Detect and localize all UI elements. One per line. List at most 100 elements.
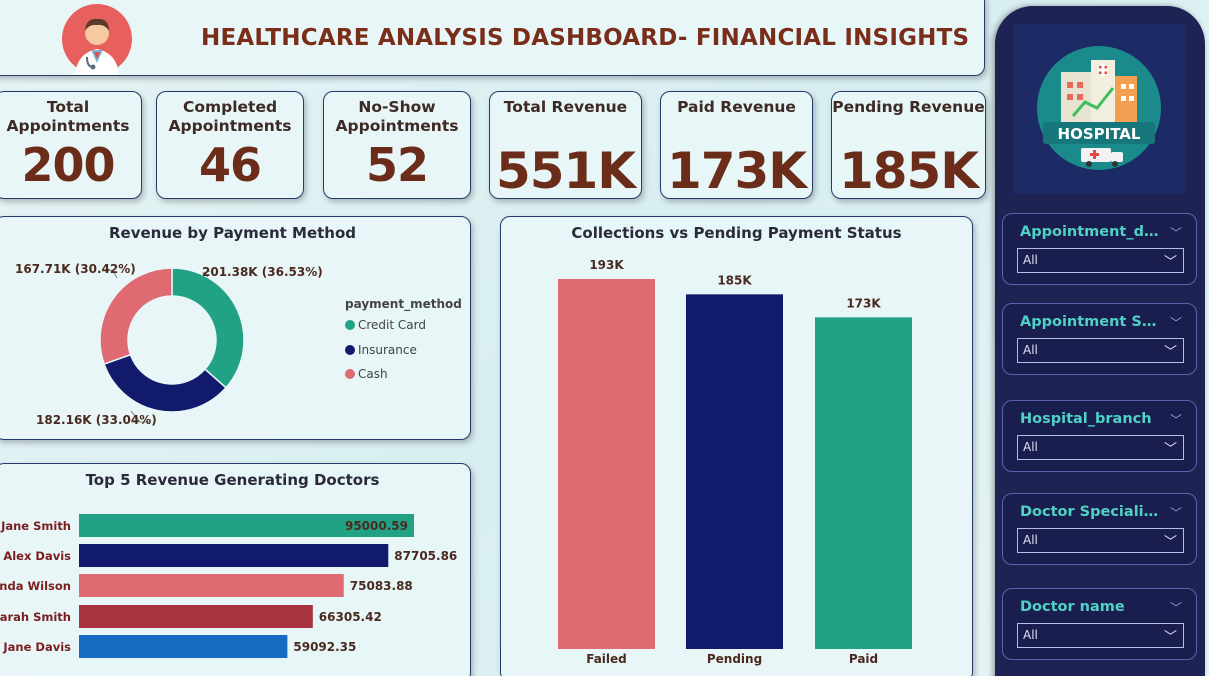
hospital-icon: HOSPITAL	[1037, 46, 1161, 170]
kpi-label: No-Show Appointments	[335, 98, 459, 135]
collapse-chevron-icon[interactable]: ﹀	[1169, 601, 1182, 615]
doctor-name-label: Alex Davis	[3, 549, 71, 563]
dropdown-value: All	[1023, 440, 1038, 454]
kpi-label: Total Appointments	[6, 98, 130, 135]
slicer-appointment-status: Appointment Sta... ﹀ All ﹀	[1002, 303, 1197, 375]
legend-dot	[345, 320, 355, 330]
appointment-status-dropdown[interactable]: All ﹀	[1017, 338, 1184, 363]
kpi-paid-revenue: Paid Revenue 173K	[660, 91, 813, 200]
collapse-chevron-icon[interactable]: ﹀	[1169, 316, 1182, 330]
chevron-down-icon: ﹀	[1163, 345, 1177, 360]
kpi-value: 52	[365, 138, 429, 192]
slicer-title: Appointment Sta...	[1020, 314, 1160, 330]
chevron-down-icon: ﹀	[1163, 535, 1177, 550]
doctor-name-label: Jane Smith	[0, 519, 71, 533]
filter-sidebar: HOSPITAL Appointment_date ﹀ All ﹀ Appoin…	[995, 6, 1205, 676]
doctor-value-label: 59092.35	[293, 640, 356, 654]
column-bar-paid[interactable]	[815, 317, 912, 649]
slicer-doctor-name: Doctor name ﹀ All ﹀	[1002, 588, 1197, 660]
kpi-value: 173K	[666, 142, 807, 200]
legend-dot	[345, 369, 355, 379]
slicer-hospital-branch: Hospital_branch ﹀ All ﹀	[1002, 400, 1197, 472]
kpi-no-show-appointments: No-Show Appointments 52	[323, 91, 471, 199]
slicer-title: Appointment_date	[1020, 224, 1160, 240]
doctor-name-label: Sarah Smith	[0, 610, 71, 624]
slice-label-credit-card: 201.38K (36.53%)	[202, 265, 323, 279]
legend-dot	[345, 345, 355, 355]
collapse-chevron-icon[interactable]: ﹀	[1169, 226, 1182, 240]
doctor-bar[interactable]	[79, 514, 414, 537]
slicer-appointment-date: Appointment_date ﹀ All ﹀	[1002, 213, 1197, 285]
doctor-icon	[62, 4, 132, 75]
column-value-label: 193K	[589, 258, 624, 272]
doctor-name-label: Linda Wilson	[0, 579, 71, 593]
hospital-logo-text: HOSPITAL	[1058, 125, 1141, 143]
chart-title: Collections vs Pending Payment Status	[571, 224, 902, 242]
column-chart: 193K Failed 185K Pending 173K Paid	[558, 258, 912, 666]
column-value-label: 173K	[846, 296, 881, 310]
doctor-bar[interactable]	[79, 635, 288, 658]
dropdown-value: All	[1023, 343, 1038, 357]
dropdown-value: All	[1023, 533, 1038, 547]
column-category-label: Paid	[849, 652, 878, 666]
kpi-label: Paid Revenue	[677, 98, 796, 116]
kpi-value: 551K	[495, 142, 636, 200]
kpi-value: 46	[198, 138, 262, 192]
horizontal-bar-chart: Jane Smith 95000.59 Alex Davis 87705.86 Lind…	[0, 514, 457, 658]
chevron-down-icon: ﹀	[1163, 442, 1177, 457]
dropdown-value: All	[1023, 628, 1038, 642]
kpi-value: 200	[21, 138, 115, 192]
top-doctors-card: Top 5 Revenue Generating Doctors Jane Sm…	[0, 463, 471, 676]
kpi-total-revenue: Total Revenue 551K	[489, 91, 642, 200]
doctor-value-label: 87705.86	[394, 549, 457, 563]
doctor-specialization-dropdown[interactable]: All ﹀	[1017, 528, 1184, 553]
doctor-bar[interactable]	[79, 605, 313, 628]
chevron-down-icon: ﹀	[1163, 255, 1177, 270]
slice-label-cash: 167.71K (30.42%)	[15, 262, 136, 276]
collections-vs-pending-card: Collections vs Pending Payment Status 19…	[500, 216, 973, 676]
hospital-branch-dropdown[interactable]: All ﹀	[1017, 435, 1184, 460]
dropdown-value: All	[1023, 253, 1038, 267]
slice-label-insurance: 182.16K (33.04%)	[36, 413, 157, 427]
doctor-bar[interactable]	[79, 574, 344, 597]
collapse-chevron-icon[interactable]: ﹀	[1169, 413, 1182, 427]
kpi-value: 185K	[838, 142, 979, 200]
column-value-label: 185K	[717, 273, 752, 287]
slicer-title: Hospital_branch	[1020, 411, 1152, 427]
slicer-title: Doctor name	[1020, 599, 1125, 615]
legend-title: payment_method	[345, 297, 462, 311]
chart-title: Top 5 Revenue Generating Doctors	[85, 471, 380, 489]
revenue-by-payment-method-card: Revenue by Payment Method 201.38K (36.53…	[0, 216, 471, 440]
doctor-value-label: 95000.59	[345, 519, 408, 533]
kpi-total-appointments: Total Appointments 200	[0, 91, 142, 199]
appointment-date-dropdown[interactable]: All ﹀	[1017, 248, 1184, 273]
dashboard-header: HEALTHCARE ANALYSIS DASHBOARD- FINANCIAL…	[0, 0, 985, 76]
slicer-title: Doctor Specializ...	[1020, 504, 1160, 520]
kpi-label: Completed Appointments	[168, 98, 292, 135]
doctor-bar[interactable]	[79, 544, 389, 567]
collapse-chevron-icon[interactable]: ﹀	[1169, 506, 1182, 520]
chevron-down-icon: ﹀	[1163, 630, 1177, 645]
donut-chart	[99, 267, 245, 423]
slicer-doctor-specialization: Doctor Specializ... ﹀ All ﹀	[1002, 493, 1197, 565]
donut-slice-cash[interactable]	[99, 267, 173, 366]
legend-item-insurance[interactable]: Insurance	[345, 343, 417, 357]
doctor-value-label: 75083.88	[350, 579, 413, 593]
kpi-label: Total Revenue	[503, 98, 628, 116]
legend-item-credit-card[interactable]: Credit Card	[345, 318, 426, 332]
doctor-name-label: Jane Davis	[2, 640, 71, 654]
column-bar-failed[interactable]	[558, 279, 655, 649]
page-title: HEALTHCARE ANALYSIS DASHBOARD- FINANCIAL…	[201, 25, 970, 51]
kpi-pending-revenue: Pending Revenue 185K	[831, 91, 986, 200]
doctor-name-dropdown[interactable]: All ﹀	[1017, 623, 1184, 648]
column-category-label: Failed	[586, 652, 627, 666]
kpi-label: Pending Revenue	[832, 98, 985, 116]
chart-title: Revenue by Payment Method	[108, 224, 357, 242]
column-bar-pending[interactable]	[686, 294, 783, 649]
doctor-value-label: 66305.42	[319, 610, 382, 624]
donut-slice-insurance[interactable]	[103, 353, 227, 413]
kpi-completed-appointments: Completed Appointments 46	[156, 91, 304, 199]
donut-slice-credit-card[interactable]	[171, 267, 245, 389]
legend-item-cash[interactable]: Cash	[345, 367, 388, 381]
hospital-logo-panel: HOSPITAL	[1013, 24, 1185, 194]
